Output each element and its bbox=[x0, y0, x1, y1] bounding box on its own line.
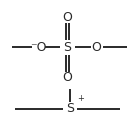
Text: S: S bbox=[66, 103, 74, 116]
Text: S: S bbox=[63, 41, 72, 54]
Text: O: O bbox=[63, 71, 72, 84]
Text: O: O bbox=[63, 11, 72, 24]
Text: +: + bbox=[77, 94, 84, 103]
Text: O: O bbox=[92, 41, 102, 54]
Text: ⁻O: ⁻O bbox=[30, 41, 47, 54]
